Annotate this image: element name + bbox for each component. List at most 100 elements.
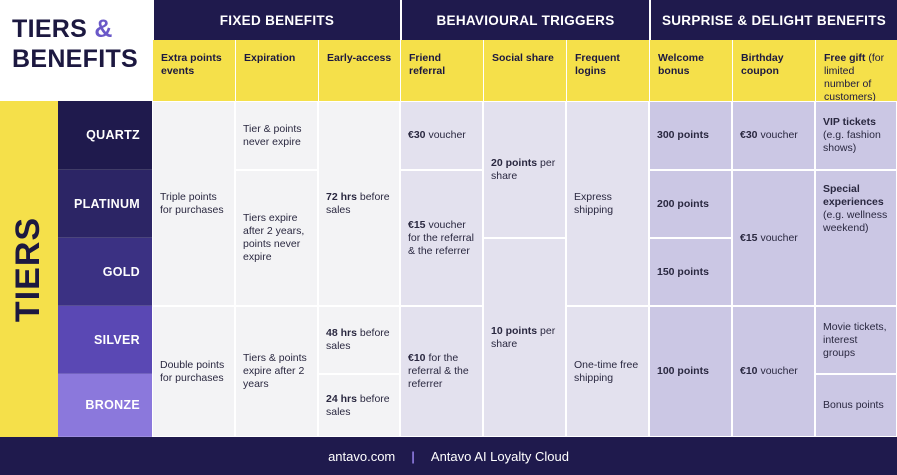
- cell: Double points for purchases: [152, 306, 235, 437]
- cell-strong: 20 points: [491, 156, 538, 169]
- ampersand: &: [94, 15, 113, 43]
- cell: 150 points: [649, 238, 732, 306]
- column-header: Early-access: [318, 40, 400, 101]
- cell: Tier & points never expire: [235, 101, 318, 170]
- cell-strong: 48 hrs: [326, 327, 357, 339]
- cell-text: voucher: [760, 129, 798, 141]
- footer-separator: |: [411, 448, 415, 464]
- cell: €15 voucher: [732, 170, 815, 306]
- tier-label: BRONZE: [58, 374, 152, 437]
- side-label-text: TIERS: [9, 216, 48, 322]
- cell-text: before sales: [326, 327, 390, 352]
- column-name: Frequent logins: [575, 52, 620, 77]
- tier-label: GOLD: [58, 238, 152, 306]
- cell-text: Movie tickets, interest groups: [823, 320, 887, 359]
- column-name: Birthday coupon: [741, 52, 784, 77]
- cell: Tiers expire after 2 years, points never…: [235, 170, 318, 306]
- cell-text: voucher: [760, 231, 798, 244]
- cell-text: Tiers expire after 2 years, points never…: [243, 212, 305, 263]
- cell-text: Tiers & points expire after 2 years: [243, 352, 307, 390]
- tier-label: SILVER: [58, 306, 152, 374]
- cell-content: €15 voucher: [740, 232, 807, 245]
- column-name: Free gift: [824, 52, 866, 64]
- group-header: SURPRISE & DELIGHT BENEFITS: [649, 0, 897, 40]
- column-header: Social share: [483, 40, 566, 101]
- column-name: Early-access: [327, 52, 392, 64]
- cell: €10 for the referral & the referrer: [400, 306, 483, 437]
- cell: Tiers & points expire after 2 years: [235, 306, 318, 437]
- cell-strong: Special experiences: [823, 183, 884, 208]
- group-header: FIXED BENEFITS: [152, 0, 400, 40]
- cell: One-time free shipping: [566, 306, 649, 437]
- column-name: Friend referral: [409, 52, 446, 77]
- cell-content: €10 voucher: [740, 365, 807, 378]
- cell-text: (e.g. fashion shows): [823, 129, 881, 154]
- cell-text: Bonus points: [823, 399, 884, 411]
- cell: 300 points: [649, 101, 732, 170]
- side-label: TIERS: [0, 101, 58, 437]
- cell-content: €15 voucher for the referral & the refer…: [408, 219, 475, 258]
- cell: 48 hrs before sales: [318, 306, 400, 374]
- cell: €10 voucher: [732, 306, 815, 437]
- cell-strong: 150 points: [657, 265, 709, 278]
- cell: 200 points: [649, 170, 732, 238]
- cell-content: €10 for the referral & the referrer: [408, 352, 475, 391]
- column-header: Frequent logins: [566, 40, 649, 101]
- cell-content: 72 hrs before sales: [326, 191, 392, 217]
- title: TIERS & BENEFITS: [0, 0, 152, 101]
- cell: 100 points: [649, 306, 732, 437]
- cell-content: €30 voucher: [408, 129, 475, 142]
- tier-label: QUARTZ: [58, 101, 152, 170]
- column-note: (for limited number of customers): [824, 52, 885, 103]
- cell: 20 points per share: [483, 101, 566, 238]
- column-name: Extra points events: [161, 52, 222, 77]
- column-name: Welcome bonus: [658, 52, 704, 77]
- column-header: Expiration: [235, 40, 318, 101]
- cell-strong: VIP tickets: [823, 116, 876, 128]
- cell-content: 48 hrs before sales: [326, 327, 392, 353]
- cell-strong: €10: [408, 352, 426, 364]
- cell: €30 voucher: [732, 101, 815, 170]
- cell: €30 voucher: [400, 101, 483, 170]
- group-header: BEHAVIOURAL TRIGGERS: [400, 0, 649, 40]
- cell-text: voucher: [760, 365, 798, 377]
- cell-content: 20 points per share: [491, 157, 558, 183]
- title-line: BENEFITS: [12, 45, 139, 73]
- cell-text: voucher: [428, 129, 466, 141]
- column-name: Expiration: [244, 52, 296, 64]
- cell-strong: 300 points: [657, 129, 709, 141]
- column-header: Extra points events: [152, 40, 235, 101]
- column-name: Social share: [492, 52, 554, 64]
- cell-text: for the referral & the referrer: [408, 352, 469, 390]
- cell-strong: 24 hrs: [326, 392, 357, 405]
- cell-content: €30 voucher: [740, 129, 807, 142]
- cell: €15 voucher for the referral & the refer…: [400, 170, 483, 306]
- footer-site: antavo.com: [328, 448, 396, 464]
- cell-content: 24 hrs before sales: [326, 393, 392, 419]
- cell-strong: €30: [740, 129, 758, 141]
- cell: 24 hrs before sales: [318, 374, 400, 437]
- column-header: Free gift (for limited number of custome…: [815, 40, 897, 103]
- cell-content: 10 points per share: [491, 325, 558, 351]
- cell: 72 hrs before sales: [318, 101, 400, 306]
- cell-strong: €30: [408, 129, 426, 141]
- cell-text: per share: [491, 324, 556, 350]
- cell-strong: €15: [408, 218, 426, 231]
- cell-text: before sales: [326, 392, 390, 418]
- footer: antavo.com | Antavo AI Loyalty Cloud: [0, 437, 897, 475]
- cell-text: (e.g. wellness weekend): [823, 209, 888, 234]
- title-line: TIERS: [12, 15, 88, 43]
- cell-text: One-time free shipping: [574, 358, 639, 384]
- column-header: Friend referral: [400, 40, 483, 101]
- cell-text: Tier & points never expire: [243, 122, 302, 148]
- cell: VIP tickets (e.g. fashion shows): [815, 101, 897, 170]
- cell: Special experiences (e.g. wellness weeken…: [815, 170, 897, 306]
- column-header: Welcome bonus: [649, 40, 732, 101]
- tier-label: PLATINUM: [58, 170, 152, 238]
- cell: Movie tickets, interest groups: [815, 306, 897, 374]
- cell: Bonus points: [815, 374, 897, 437]
- cell-text: Triple points for purchases: [160, 190, 224, 216]
- cell-text: Express shipping: [574, 190, 614, 216]
